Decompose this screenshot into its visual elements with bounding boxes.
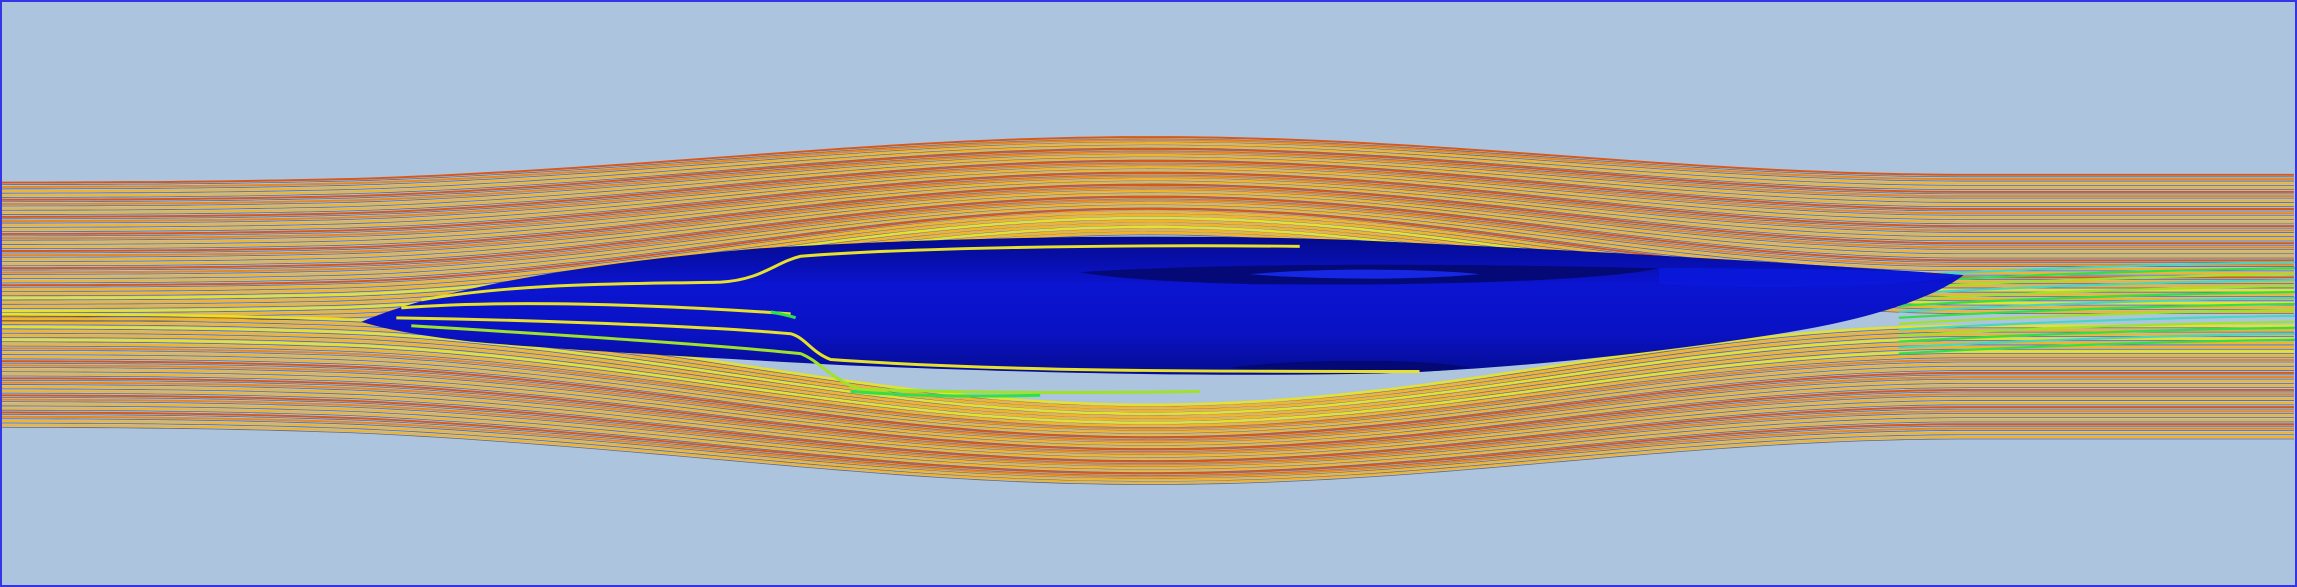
wake-streamline [1898, 290, 2295, 308]
streamline-shadow [2, 189, 2295, 258]
wake-streamline [1898, 332, 2295, 349]
streamline-shadow [2, 141, 2295, 190]
streamline-shadow [2, 354, 2295, 435]
streamline-shadow [2, 201, 2295, 275]
streamline-shadow [2, 165, 2295, 224]
streamline [2, 325, 2295, 415]
streamline [2, 342, 2295, 427]
streamline-shadow [2, 345, 2295, 428]
streamline [2, 172, 2295, 235]
streamline [2, 364, 2295, 442]
streamline [2, 420, 2295, 481]
streamline [2, 136, 2295, 184]
streamline [2, 162, 2295, 223]
surface-streamline [411, 324, 1200, 395]
streamline [2, 169, 2295, 231]
surface-streamlines [396, 244, 1420, 398]
streamline-shadow [2, 147, 2295, 198]
streamline-shadow [2, 180, 2295, 245]
streamline [2, 373, 2295, 448]
wake-streamline [1898, 278, 2295, 296]
streamline-shadow [2, 426, 2295, 485]
streamline [2, 180, 2295, 248]
streamline [2, 145, 2295, 197]
streamline [2, 139, 2295, 188]
streamline [2, 201, 2295, 278]
streamline [2, 424, 2295, 484]
wake-streamline [1898, 284, 2295, 302]
streamline [2, 195, 2295, 270]
streamline-shadow [2, 401, 2295, 467]
streamline-shadow [2, 192, 2295, 262]
streamline-shadow [2, 168, 2295, 228]
streamline [2, 377, 2295, 451]
streamline [2, 351, 2295, 433]
wake-streamline [1898, 338, 2295, 355]
surface-streamline [850, 389, 1041, 398]
streamline-shadow [2, 138, 2295, 186]
surface-streamline [421, 244, 1300, 302]
streamline [2, 398, 2295, 466]
streamline [2, 411, 2295, 475]
wake-streamline [1898, 296, 2295, 313]
upper-highlight [1249, 269, 1480, 279]
streamline [2, 177, 2295, 244]
streamline-shadow [2, 183, 2295, 250]
streamline-shadow [2, 159, 2295, 215]
streamline [2, 186, 2295, 257]
streamline [2, 175, 2295, 240]
streamline-shadow [2, 162, 2295, 220]
streamline [2, 407, 2295, 472]
streamline [2, 368, 2295, 445]
streamline [2, 160, 2295, 218]
streamline-shadow [2, 144, 2295, 194]
streamline [2, 334, 2295, 421]
streamline [2, 347, 2295, 430]
streamline [2, 385, 2295, 457]
streamline [2, 390, 2295, 460]
streamline [2, 402, 2295, 469]
streamline [2, 151, 2295, 206]
wake-streamline [1898, 326, 2295, 343]
streamline [2, 165, 2295, 227]
wake-streamline [1898, 320, 2295, 337]
wake-streamline [1898, 302, 2295, 319]
streamline [2, 189, 2295, 261]
streamline [2, 228, 2295, 317]
streamline [2, 415, 2295, 478]
surface-streamline [396, 316, 1420, 373]
streamline [2, 157, 2295, 214]
streamline-shadow [2, 396, 2295, 464]
streamline [2, 360, 2295, 439]
streamline [2, 192, 2295, 265]
surface-streamline [770, 310, 797, 320]
streamline [2, 355, 2295, 436]
streamline-shadow [2, 409, 2295, 473]
streamline-shadow [2, 198, 2295, 271]
streamline [2, 148, 2295, 201]
streamline [2, 330, 2295, 418]
wake-streamline [1898, 308, 2295, 325]
streamline-shadow [2, 405, 2295, 470]
surface-streamline [401, 302, 791, 316]
streamline [2, 142, 2295, 193]
streamline [2, 225, 2295, 313]
streamline [2, 381, 2295, 454]
streamline-shadow [2, 204, 2295, 280]
streamline-shadow [2, 186, 2295, 254]
streamline [2, 394, 2295, 463]
streamline [2, 183, 2295, 252]
streamline [2, 198, 2295, 274]
streamline-shadow [2, 379, 2295, 452]
streamline [2, 154, 2295, 210]
wake-streamline [1898, 314, 2295, 331]
tail-tip [1659, 268, 1964, 288]
